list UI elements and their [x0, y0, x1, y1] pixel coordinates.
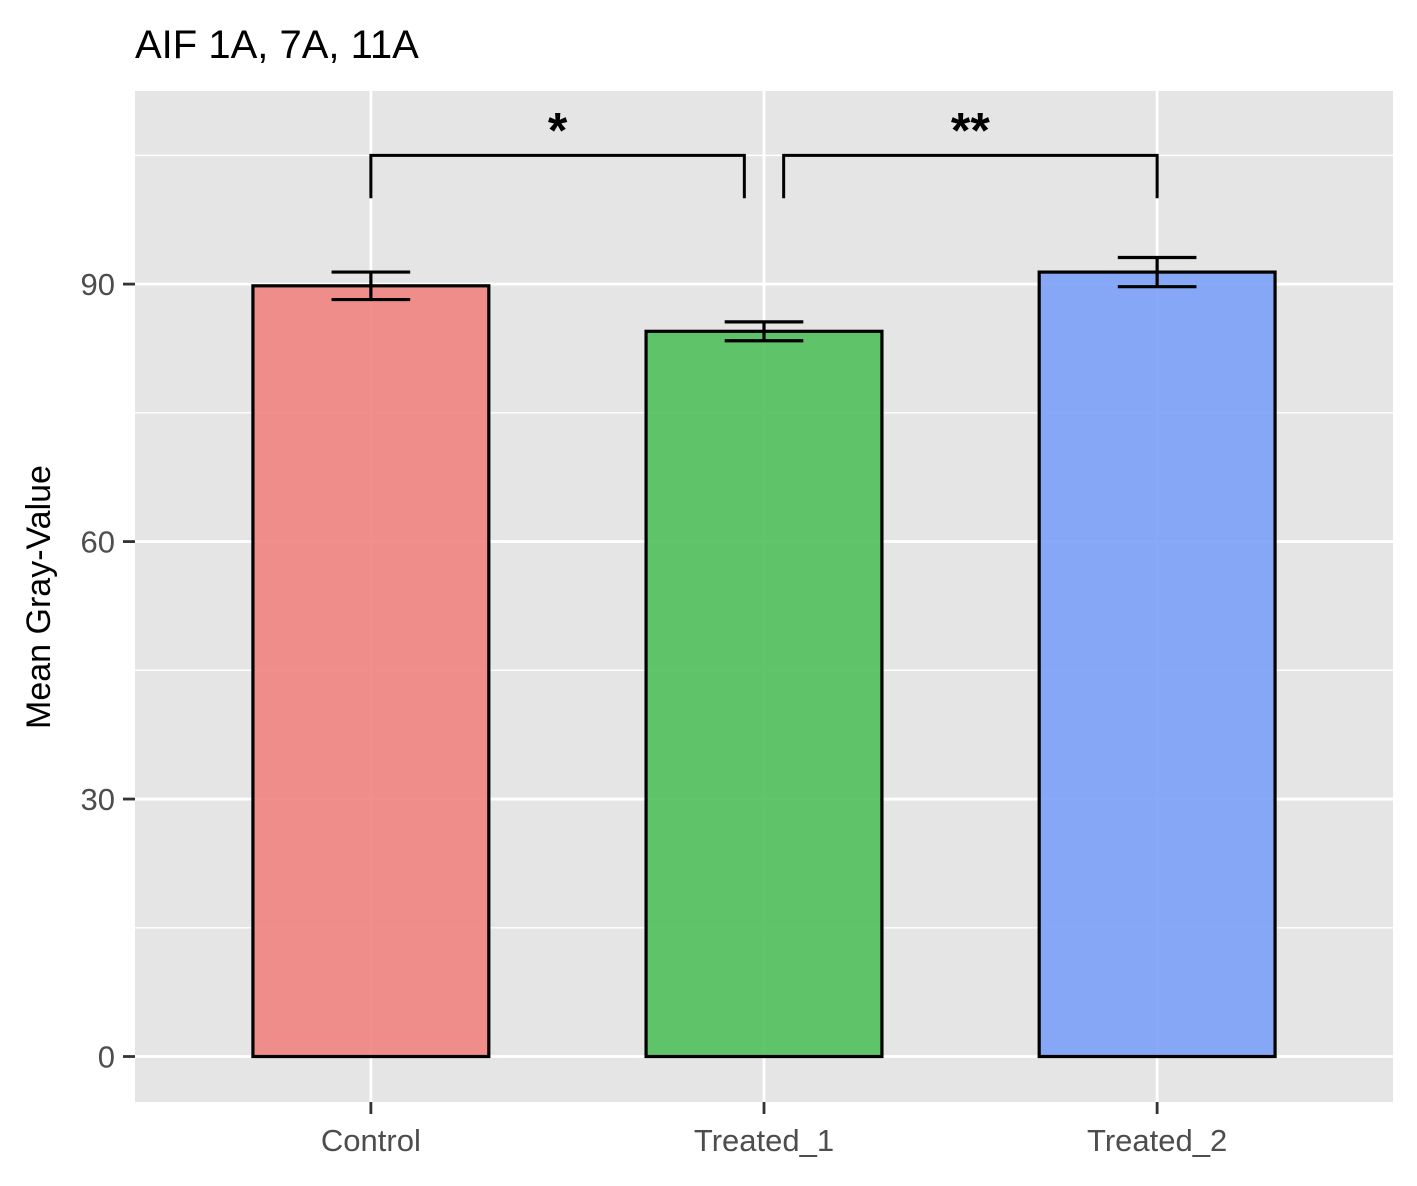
y-axis: 0 30 60 90: [81, 267, 135, 1075]
y-tick-label: 30: [81, 782, 115, 817]
x-tick-label: Treated_1: [694, 1123, 834, 1158]
bracket-line: [782, 153, 1159, 199]
significance-label: **: [951, 102, 990, 158]
error-bar-control: [331, 270, 411, 302]
bar-treated-2: [1037, 270, 1277, 1059]
y-tick-label: 60: [81, 525, 115, 560]
error-bars: [331, 255, 1197, 343]
y-axis-label: Mean Gray-Value: [20, 465, 58, 729]
significance-bracket: *: [369, 102, 746, 199]
chart-title: AIF 1A, 7A, 11A: [135, 23, 419, 67]
bar-control: [251, 284, 491, 1059]
x-axis: Control Treated_1 Treated_2: [321, 1102, 1227, 1158]
significance-brackets: * **: [369, 102, 1159, 199]
significance-label: *: [548, 102, 568, 158]
error-bar-treated-1: [724, 320, 804, 343]
error-bar-treated-2: [1117, 255, 1197, 289]
x-tick-label: Treated_2: [1087, 1123, 1227, 1158]
bar-treated-1: [644, 329, 884, 1059]
y-tick-label: 0: [98, 1040, 115, 1075]
bars: [251, 270, 1277, 1059]
significance-bracket: **: [782, 102, 1159, 199]
x-tick-label: Control: [321, 1123, 421, 1158]
y-tick-label: 90: [81, 267, 115, 302]
bracket-line: [369, 153, 746, 199]
